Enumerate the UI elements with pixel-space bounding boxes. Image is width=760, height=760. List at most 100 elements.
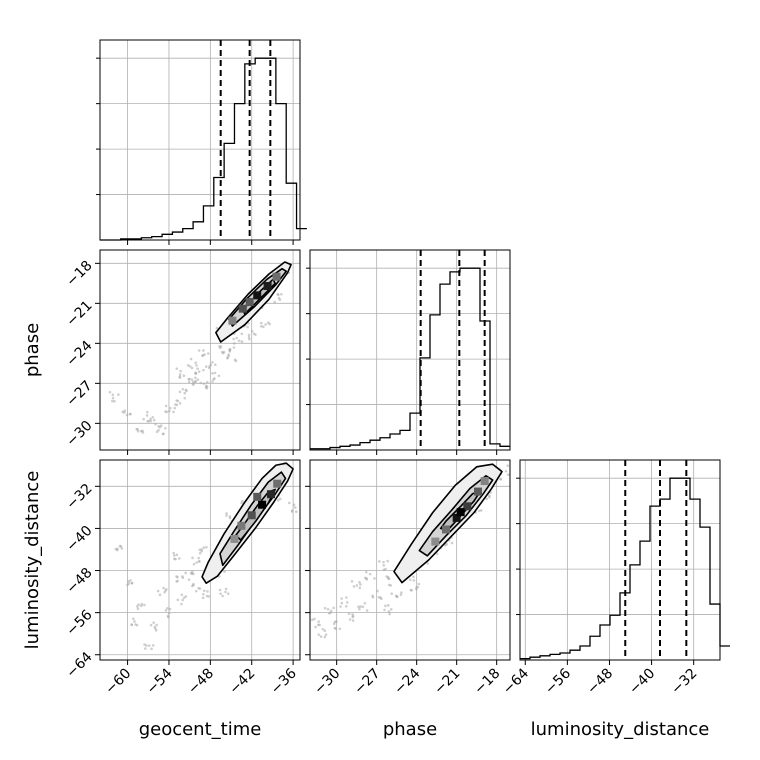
scatter-point xyxy=(181,598,185,602)
density-cell xyxy=(463,502,472,511)
scatter-point xyxy=(173,406,177,410)
scatter-point xyxy=(139,429,143,433)
histogram-step-luminosity-distance xyxy=(520,477,730,660)
scatter-point xyxy=(183,396,186,400)
scatter-point xyxy=(174,557,177,561)
scatter-point xyxy=(234,359,238,363)
scatter-point xyxy=(125,413,129,417)
scatter-point xyxy=(314,625,317,629)
scatter-point xyxy=(260,321,263,325)
scatter-point xyxy=(136,605,139,608)
scatter-point xyxy=(506,464,510,468)
scatter-point xyxy=(180,602,183,606)
scatter-point xyxy=(221,594,224,598)
scatter-point xyxy=(387,610,391,613)
scatter-point xyxy=(198,551,202,555)
scatter-point xyxy=(365,609,369,612)
scatter-point xyxy=(262,325,265,329)
density-cell xyxy=(452,513,461,522)
scatter-point xyxy=(321,627,325,631)
scatter-point xyxy=(387,583,391,587)
scatter-point xyxy=(202,382,206,385)
scatter-point xyxy=(252,332,256,336)
scatter-point xyxy=(399,593,403,597)
scatter-point xyxy=(197,370,201,373)
x-axis-title-phase: phase xyxy=(383,719,437,740)
scatter-point xyxy=(228,348,232,351)
scatter-point xyxy=(133,620,136,623)
density-cell xyxy=(238,304,247,313)
scatter-point xyxy=(168,607,172,611)
scatter-point xyxy=(311,618,314,622)
scatter-point xyxy=(132,617,135,621)
histogram-frame-phase xyxy=(309,249,511,451)
density-cell xyxy=(267,490,276,499)
scatter-point xyxy=(153,627,157,630)
scatter-frame xyxy=(99,249,301,451)
scatter-point xyxy=(277,293,280,297)
scatter-point xyxy=(348,618,352,621)
scatter-point xyxy=(145,414,149,417)
scatter-point xyxy=(485,497,488,501)
scatter-point xyxy=(246,325,249,329)
scatter-point xyxy=(357,605,360,609)
scatter-point xyxy=(184,571,187,575)
scatter-point xyxy=(169,406,172,410)
scatter-point xyxy=(128,412,132,416)
scatter-point xyxy=(206,352,210,355)
histogram-panel-luminosity-distance xyxy=(516,459,730,661)
scatter-point xyxy=(376,589,379,593)
scatter-point xyxy=(136,607,140,611)
scatter-point xyxy=(175,367,179,370)
scatter-point xyxy=(225,512,228,515)
scatter-point xyxy=(175,553,179,557)
scatter-point xyxy=(151,415,155,419)
scatter-point xyxy=(323,629,327,632)
scatter-point xyxy=(225,514,228,517)
scatter-point xyxy=(178,375,182,379)
scatter-point xyxy=(172,410,175,414)
scatter-point xyxy=(373,577,376,580)
scatter-point xyxy=(142,417,145,421)
scatter-point xyxy=(248,337,251,341)
scatter-point xyxy=(445,542,449,546)
scatter-point xyxy=(205,385,209,388)
scatter-point xyxy=(383,608,386,612)
scatter-point xyxy=(191,556,194,560)
scatter-point xyxy=(232,346,236,349)
scatter-point xyxy=(344,604,348,608)
scatter-point xyxy=(332,622,336,626)
scatter-point xyxy=(351,614,355,618)
x-axis-title-geocent-time: geocent_time xyxy=(139,719,262,740)
scatter-point xyxy=(213,371,217,375)
scatter-point xyxy=(150,647,153,651)
scatter-point xyxy=(168,409,171,413)
scatter-point xyxy=(340,597,343,600)
scatter-point xyxy=(157,428,160,432)
scatter-point xyxy=(198,548,202,552)
scatter-point xyxy=(273,300,276,304)
density-cell xyxy=(273,479,282,488)
histogram-frame-geocent-time xyxy=(99,39,301,241)
scatter-point xyxy=(149,623,153,627)
scatter-point xyxy=(117,393,120,396)
scatter-point xyxy=(202,368,205,372)
panel-content xyxy=(100,460,300,660)
scatter-point xyxy=(191,584,194,588)
density-cell xyxy=(474,487,482,496)
scatter-point xyxy=(477,509,481,513)
density-cell xyxy=(258,500,267,509)
scatter-point xyxy=(176,579,179,583)
scatter-point xyxy=(295,510,298,514)
scatter-point xyxy=(195,364,198,367)
scatter-point xyxy=(345,601,349,604)
scatter-point xyxy=(386,604,390,607)
scatter-point xyxy=(350,580,354,583)
scatter-point xyxy=(187,578,191,581)
scatter-point xyxy=(480,509,483,512)
scatter-point xyxy=(197,586,200,590)
density-cell xyxy=(228,316,237,325)
scatter-point xyxy=(204,365,208,368)
scatter-point xyxy=(332,606,336,610)
scatter-point xyxy=(211,380,214,383)
